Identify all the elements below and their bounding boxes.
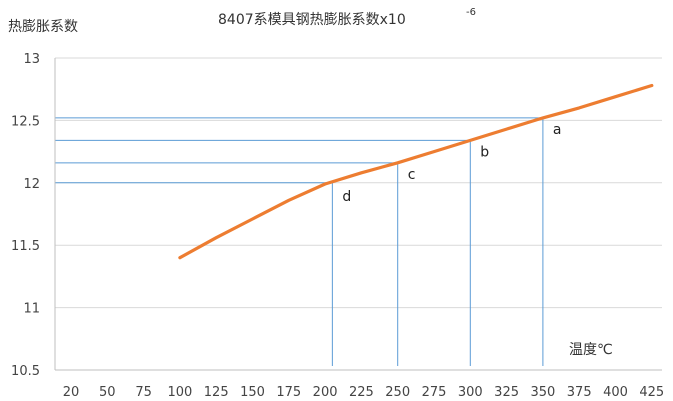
x-tick-label: 250 (385, 385, 410, 400)
x-tick-label: 300 (458, 385, 483, 400)
x-tick-label: 275 (422, 385, 447, 400)
chart-title: 8407系模具钢热膨胀系数x10 (218, 11, 406, 28)
x-tick-label: 225 (349, 385, 374, 400)
x-tick-label: 100 (167, 385, 192, 400)
y-tick-labels: 13 12.5 12 11.5 11 10.5 (11, 52, 40, 379)
point-label: d (342, 189, 351, 205)
x-tick-label: 350 (530, 385, 555, 400)
x-tick-label: 325 (494, 385, 519, 400)
series-layer (178, 83, 654, 260)
y-tick-label: 13 (23, 52, 40, 67)
point-label: c (408, 167, 416, 183)
y-tick-label: 11 (23, 302, 40, 317)
y-tick-label: 12 (23, 177, 40, 192)
series-line (178, 83, 654, 260)
x-tick-label: 425 (639, 385, 664, 400)
point-label: b (480, 144, 489, 160)
axes (54, 58, 662, 371)
x-tick-label: 50 (99, 385, 116, 400)
y-axis-label: 热膨胀系数 (8, 18, 78, 35)
x-tick-label: 150 (240, 385, 265, 400)
x-tick-label: 20 (63, 385, 80, 400)
point-label: a (553, 122, 562, 138)
chart-title-superscript: -6 (466, 7, 476, 18)
y-tick-label: 11.5 (11, 239, 40, 254)
point-labels: a b c d (342, 122, 561, 205)
x-tick-label: 125 (204, 385, 229, 400)
x-tick-label: 200 (313, 385, 338, 400)
x-tick-label: 175 (276, 385, 301, 400)
y-tick-label: 12.5 (11, 114, 40, 129)
reference-lines (55, 117, 544, 366)
y-tick-label: 10.5 (11, 364, 40, 379)
x-tick-labels: 20 50 75 100 125 150 175 200 225 250 275 300 325 350 3… (63, 385, 664, 400)
x-tick-label: 75 (135, 385, 152, 400)
x-tick-label: 400 (603, 385, 628, 400)
x-tick-label: 375 (567, 385, 592, 400)
x-axis-label: 温度℃ (569, 342, 613, 358)
